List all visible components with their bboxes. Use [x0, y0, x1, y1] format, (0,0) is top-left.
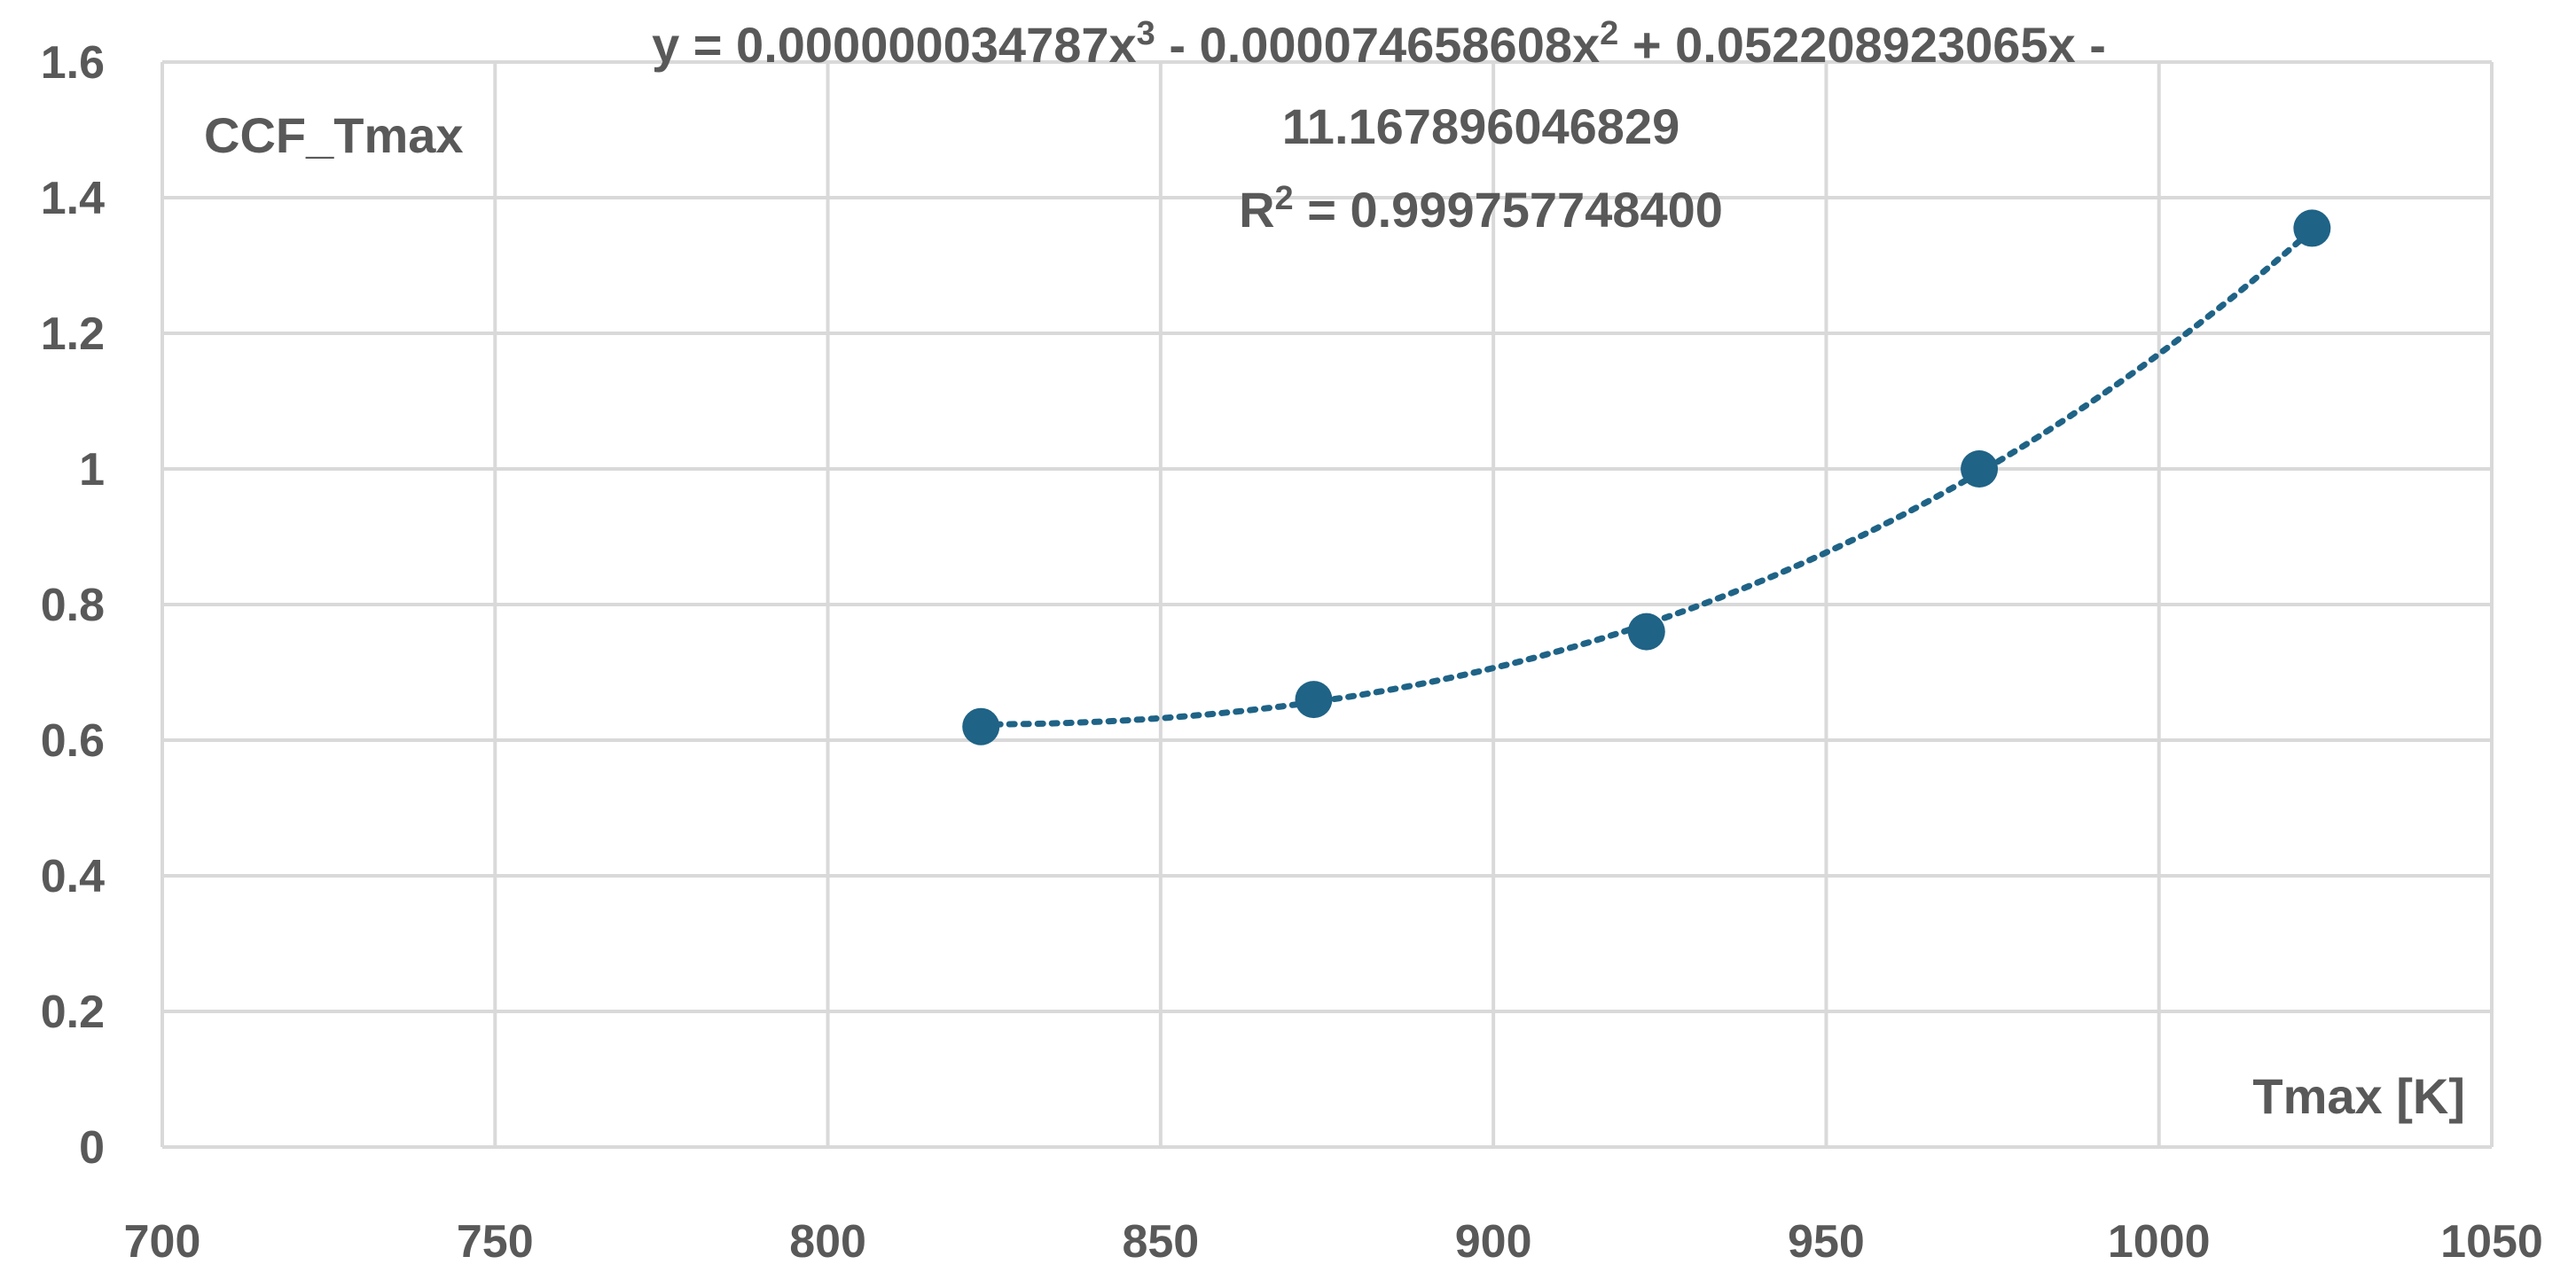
data-points — [962, 209, 2331, 745]
r2-sup: 2 — [1275, 180, 1294, 217]
r-squared-label: R2 = 0.999757748400 — [1239, 180, 1723, 238]
y-tick-label: 0.6 — [41, 715, 105, 767]
x-axis-label: Tmax [K] — [2252, 1068, 2465, 1124]
y-tick-label: 0.4 — [41, 851, 105, 902]
x-tick-label: 1000 — [2108, 1216, 2211, 1268]
y-tick-label: 0 — [79, 1122, 105, 1174]
x-tick-label: 750 — [457, 1216, 534, 1268]
data-point — [1961, 450, 1999, 488]
x-tick-label: 950 — [1788, 1216, 1865, 1268]
eq-line1-part-c: + 0.052208923065x - — [1618, 17, 2106, 73]
trendline-equation-line2: 11.167896046829 — [1282, 98, 1680, 154]
eq-line1-part-b: - 0.000074658608x — [1155, 17, 1600, 73]
eq-line1-part-a: y = 0.000000034787x — [652, 17, 1137, 73]
y-tick-label: 1.4 — [41, 173, 105, 224]
r2-prefix: R — [1239, 182, 1274, 238]
x-tick-label: 800 — [789, 1216, 866, 1268]
trendline-equation-line1: y = 0.000000034787x3 - 0.000074658608x2 … — [652, 15, 2106, 73]
y-tick-label: 1.6 — [41, 37, 105, 89]
x-tick-label: 1050 — [2440, 1216, 2543, 1268]
grid-layer — [161, 60, 2494, 1149]
tick-labels: 700 750 800 850 900 950 1000 1050 0 0.2 0.4 0.6 0.8 1… — [41, 37, 2543, 1268]
eq-line1-sup-2: 2 — [1600, 15, 1618, 52]
x-tick-label: 850 — [1122, 1216, 1199, 1268]
data-point — [1627, 613, 1665, 651]
y-tick-label: 0.2 — [41, 987, 105, 1038]
y-tick-label: 0.8 — [41, 580, 105, 631]
eq-line1-sup-1: 3 — [1137, 15, 1155, 52]
data-point — [962, 707, 1000, 745]
x-tick-label: 900 — [1455, 1216, 1532, 1268]
r2-value: = 0.999757748400 — [1294, 182, 1723, 238]
y-axis-label: CCF_Tmax — [204, 107, 464, 163]
y-tick-label: 1.2 — [41, 308, 105, 360]
data-point — [2293, 209, 2331, 247]
x-tick-label: 700 — [124, 1216, 201, 1268]
y-tick-label: 1 — [79, 444, 105, 496]
data-point — [1295, 681, 1333, 719]
